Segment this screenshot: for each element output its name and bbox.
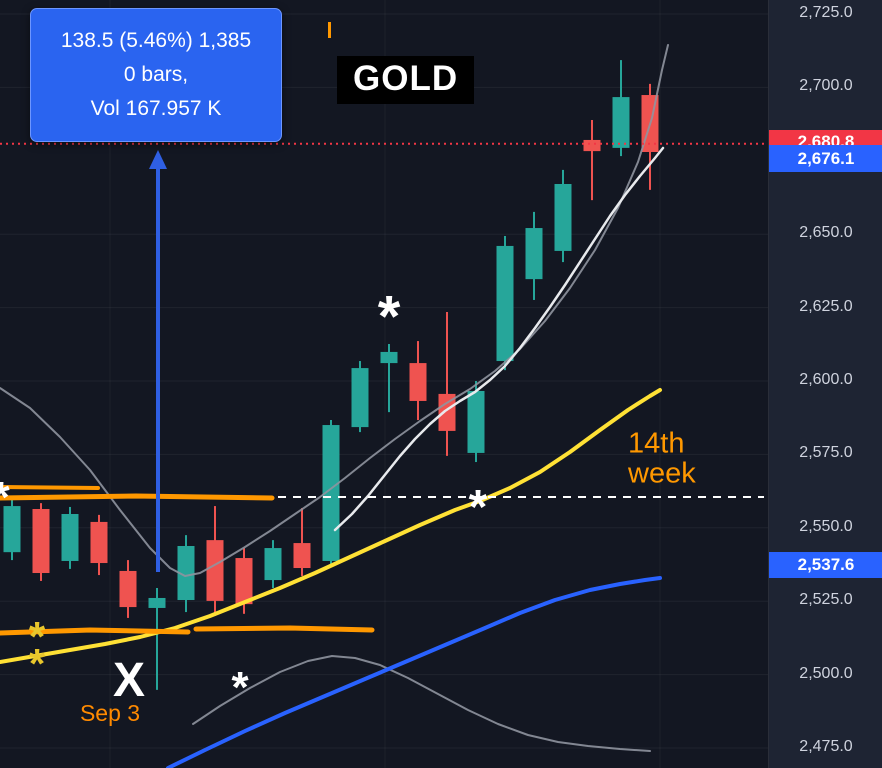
candle-up [264, 548, 282, 581]
candle-up [380, 351, 398, 364]
candle-up [467, 390, 485, 453]
drawn-orange-lower-b[interactable] [193, 625, 375, 633]
price-axis-label: 2,575.0 [799, 444, 853, 462]
price-axis-label: 2,625.0 [799, 297, 853, 315]
drawn-orange-lower-a[interactable] [0, 627, 191, 636]
candle-up [554, 183, 572, 251]
candle-up [525, 228, 543, 280]
price-axis-label: 2,500.0 [799, 664, 853, 682]
price-axis-label: 2,650.0 [799, 224, 853, 242]
candle-up [148, 597, 166, 608]
price-badge: 2,676.1 [769, 145, 882, 172]
candle-up [61, 514, 79, 561]
candle-up [322, 425, 340, 561]
price-axis-label: 2,600.0 [799, 371, 853, 388]
chart-canvas[interactable] [0, 0, 768, 768]
ma-gray-upper [0, 44, 669, 577]
price-axis-label: 2,550.0 [799, 517, 853, 535]
candle-down [32, 509, 50, 574]
candle-down [583, 139, 601, 152]
candle-down [293, 543, 311, 569]
candle-down [119, 570, 137, 608]
price-axis-label: 2,700.0 [799, 77, 853, 95]
measure-change-text: 138.5 (5.46%) 1,385 [60, 29, 252, 52]
ma-yellow [0, 388, 662, 664]
drawn-orange-upper-a[interactable] [0, 485, 100, 490]
price-axis-label: 2,475.0 [799, 738, 853, 755]
ma-blue [166, 576, 662, 768]
orange-tick-top[interactable] [328, 22, 331, 38]
measure-volume-text: Vol 167.957 K [90, 97, 222, 120]
symbol-watermark: GOLD [337, 56, 475, 104]
measure-bars-text: 0 bars, [123, 63, 189, 86]
price-badge: 2,537.6 [769, 552, 882, 578]
candle-up [612, 97, 630, 148]
candle-up [351, 368, 369, 428]
candle-down [409, 363, 427, 401]
price-axis-label: 2,725.0 [799, 4, 853, 21]
candle-up [496, 245, 514, 362]
candle-down [438, 393, 456, 431]
measure-tooltip: 138.5 (5.46%) 1,385 0 bars, Vol 167.957 … [30, 8, 282, 142]
candle-up [3, 506, 21, 553]
measure-arrow-head[interactable] [149, 150, 167, 169]
candle-down [235, 558, 253, 605]
ma-white [333, 146, 665, 532]
price-axis-label: 2,525.0 [799, 591, 853, 609]
candle-down [90, 521, 108, 564]
price-axis[interactable]: 2,725.0 2,700.0 2,650.0 2,625.0 2,600.0 2,575… [768, 0, 882, 768]
ma-gray-lower [192, 655, 651, 752]
drawn-orange-upper-b[interactable] [0, 493, 275, 501]
candle-up [177, 546, 195, 601]
candle-down [206, 540, 224, 601]
